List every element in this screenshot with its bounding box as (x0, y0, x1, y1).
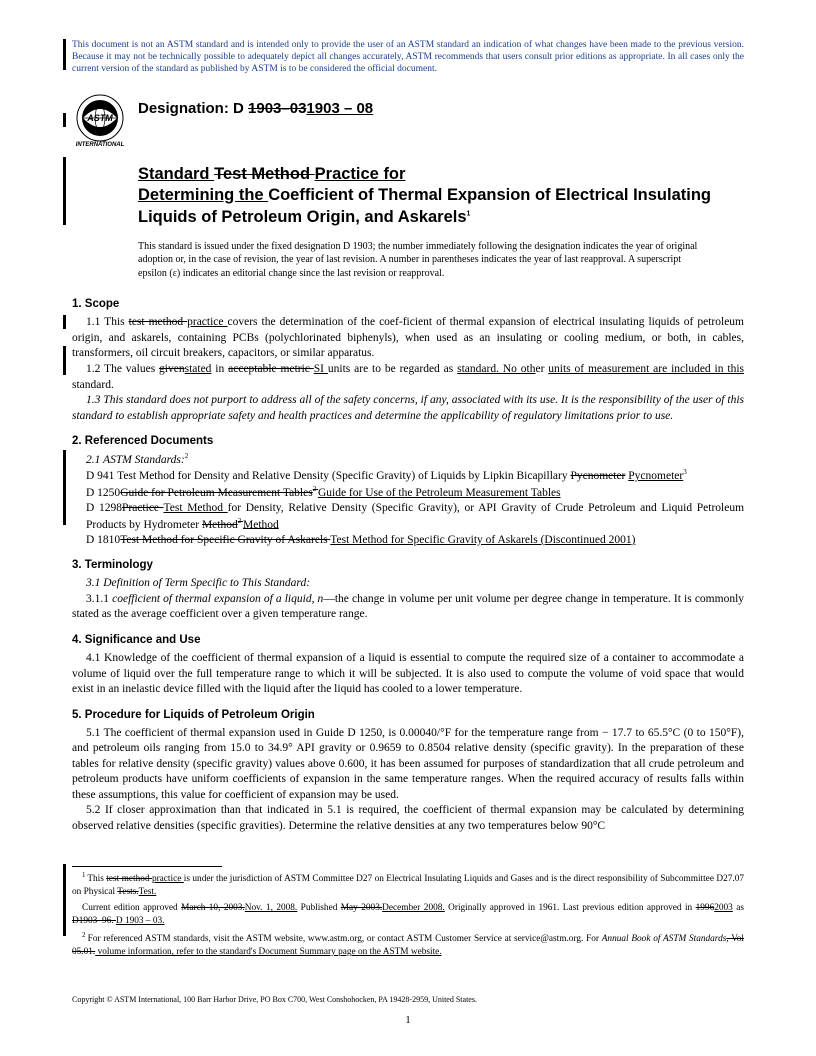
footnote-2: 2 For referenced ASTM standards, visit t… (72, 931, 744, 958)
footnote-rule (72, 866, 222, 867)
copyright-text: Copyright © ASTM International, 100 Barr… (72, 995, 477, 1004)
para-1.2: 1.2 The values givenstated in acceptable… (72, 362, 744, 393)
section-1-heading: 1. Scope (72, 298, 744, 310)
ref-d941: D 941 Test Method for Density and Relati… (86, 468, 744, 484)
para-5.1: 5.1 The coefficient of thermal expansion… (72, 726, 744, 804)
astm-logo: ASTM INTERNATIONAL (72, 94, 128, 150)
disclaimer-text: This document is not an ASTM standard an… (72, 40, 744, 76)
section-4-heading: 4. Significance and Use (72, 634, 744, 646)
para-5.2: 5.2 If closer approximation than that in… (72, 803, 744, 834)
para-2.1: 2.1 ASTM Standards:2 (72, 452, 744, 468)
header-row: ASTM INTERNATIONAL Designation: D 1903–0… (72, 94, 744, 150)
para-1.1: 1.1 This test method practice covers the… (72, 315, 744, 362)
page-number: 1 (0, 1014, 816, 1026)
para-3.1.1: 3.1.1 coefficient of thermal expansion o… (72, 592, 744, 623)
footnote-1: 1 This test method practice is under the… (72, 871, 744, 898)
para-4.1: 4.1 Knowledge of the coefficient of ther… (72, 651, 744, 698)
issue-note: This standard is issued under the fixed … (138, 240, 698, 281)
section-3-heading: 3. Terminology (72, 559, 744, 571)
section-2-heading: 2. Referenced Documents (72, 435, 744, 447)
ref-d1250: D 1250Guide for Petroleum Measurement Ta… (86, 485, 744, 501)
title-block: Standard Test Method Practice for Determ… (138, 164, 744, 228)
para-1.3: 1.3 This standard does not purport to ad… (72, 393, 744, 424)
section-5-heading: 5. Procedure for Liquids of Petroleum Or… (72, 709, 744, 721)
designation: Designation: D 1903–031903 – 08 (138, 100, 373, 117)
ref-d1810: D 1810Test Method for Specific Gravity o… (86, 533, 744, 549)
footnote-1b: Current edition approved March 10, 2003.… (72, 902, 744, 927)
svg-text:ASTM: ASTM (86, 113, 113, 123)
svg-text:INTERNATIONAL: INTERNATIONAL (76, 142, 125, 148)
ref-d1298: D 1298Practice Test Method for Density, … (86, 501, 744, 533)
para-3.1: 3.1 Definition of Term Specific to This … (72, 576, 744, 592)
